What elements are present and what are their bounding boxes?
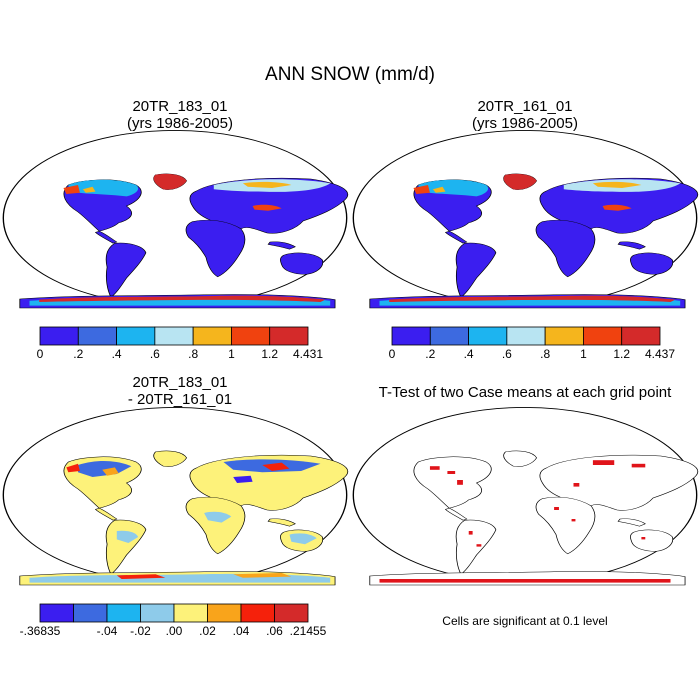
colorbar-tick-label: .2	[73, 347, 83, 361]
figure-title: ANN SNOW (mm/d)	[265, 64, 435, 85]
diff-patches	[29, 459, 331, 583]
colorbar-swatch	[39, 603, 74, 623]
colorbar-swatch	[116, 326, 156, 346]
colorbar-swatch	[140, 603, 175, 623]
colorbar-swatch	[192, 326, 232, 346]
ttest-note: Cells are significant at 0.1 level	[442, 614, 608, 628]
colorbar-swatch	[544, 326, 584, 346]
colorbar-swatch	[274, 603, 309, 623]
colorbar-tick-label: 0	[37, 347, 44, 361]
colorbar-tick-label: .8	[540, 347, 550, 361]
colorbar-swatch	[506, 326, 546, 346]
panel-title-line2: (yrs 1986-2005)	[127, 115, 233, 132]
colorbar-tick-label: 1	[228, 347, 235, 361]
colorbar-swatch	[269, 326, 309, 346]
colorbar-tick-label: .4	[464, 347, 474, 361]
colorbar-swatch	[468, 326, 508, 346]
colorbar-tick-label: -.36835	[20, 624, 61, 638]
colorbar-swatch	[77, 326, 117, 346]
colorbar-swatch	[154, 326, 194, 346]
colorbar-tick-label: 1	[580, 347, 587, 361]
colorbar-swatch	[583, 326, 623, 346]
panel-title-line1: 20TR_161_01	[477, 98, 573, 115]
colorbar-tick-label: 4.431	[293, 347, 323, 361]
colorbar-diff: -.36835 -.04 -.02 .00 .02 .04 .06 .21455	[20, 603, 327, 638]
colorbar-tick-label: .04	[233, 624, 250, 638]
colorbar-tick-label: .00	[166, 624, 183, 638]
panel-title-diff: 20TR_183_01 - 20TR_161_01	[40, 374, 320, 408]
colorbar-case1: 0 .2 .4 .6 .8 1 1.2 4.431	[37, 326, 323, 361]
colorbar-tick-label: 1.2	[261, 347, 278, 361]
map-case2	[352, 129, 699, 309]
snow-high-latitudes	[379, 173, 681, 306]
panel-title-line1: 20TR_183_01	[132, 374, 228, 391]
colorbar-tick-label: .02	[199, 624, 216, 638]
colorbar-tick-label: .2	[425, 347, 435, 361]
colorbar-swatch	[106, 603, 141, 623]
panel-title-case1: 20TR_183_01 (yrs 1986-2005)	[40, 98, 320, 132]
panel-title-ttest: T-Test of two Case means at each grid po…	[378, 384, 672, 401]
colorbar-swatch	[429, 326, 469, 346]
colorbar-tick-label: 1.2	[613, 347, 630, 361]
colorbar-swatch	[231, 326, 271, 346]
colorbar-tick-label: 4.437	[645, 347, 675, 361]
snow-high-latitudes	[29, 173, 331, 306]
significant-cells	[379, 460, 671, 583]
colorbar-swatch	[621, 326, 661, 346]
colorbar-case2: 0 .2 .4 .6 .8 1 1.2 4.437	[389, 326, 675, 361]
colorbar-swatch	[240, 603, 275, 623]
map-diff	[2, 406, 349, 586]
map-ttest	[352, 406, 699, 586]
colorbar-tick-label: .21455	[290, 624, 327, 638]
panel-title-case2: 20TR_161_01 (yrs 1986-2005)	[385, 98, 665, 132]
colorbar-tick-label: .4	[112, 347, 122, 361]
colorbar-tick-label: .6	[502, 347, 512, 361]
colorbar-swatch	[391, 326, 431, 346]
colorbar-tick-label: .8	[188, 347, 198, 361]
map-case1	[2, 129, 349, 309]
panel-title-line2: - 20TR_161_01	[127, 391, 233, 408]
colorbar-tick-label: .06	[266, 624, 283, 638]
colorbar-swatch	[39, 326, 79, 346]
colorbar-swatch	[207, 603, 242, 623]
colorbar-swatch	[73, 603, 108, 623]
panel-title-line1: 20TR_183_01	[132, 98, 228, 115]
colorbar-tick-label: .6	[150, 347, 160, 361]
panel-title-line2: (yrs 1986-2005)	[472, 115, 578, 132]
colorbar-tick-label: -.02	[130, 624, 151, 638]
colorbar-swatch	[173, 603, 208, 623]
colorbar-tick-label: 0	[389, 347, 396, 361]
colorbar-tick-label: -.04	[97, 624, 118, 638]
